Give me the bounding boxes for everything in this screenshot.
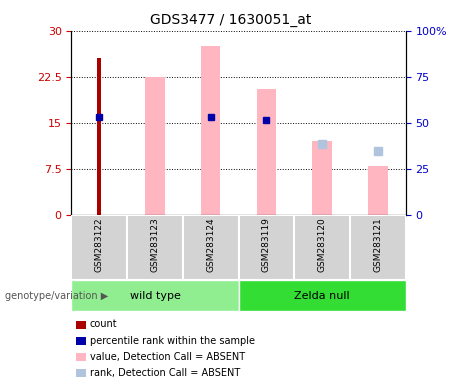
Bar <box>201 46 220 215</box>
Bar <box>183 215 238 280</box>
Text: GSM283121: GSM283121 <box>373 217 382 272</box>
Bar <box>257 89 276 215</box>
Text: percentile rank within the sample: percentile rank within the sample <box>90 336 255 346</box>
Bar <box>350 215 406 280</box>
Bar <box>313 141 332 215</box>
Bar <box>145 77 165 215</box>
Text: GSM283123: GSM283123 <box>150 217 160 272</box>
Bar <box>71 280 239 311</box>
Text: Zelda null: Zelda null <box>294 291 350 301</box>
Text: GSM283119: GSM283119 <box>262 217 271 272</box>
Text: count: count <box>90 319 118 329</box>
Text: GSM283122: GSM283122 <box>95 217 104 272</box>
Text: wild type: wild type <box>130 291 180 301</box>
Text: value, Detection Call = ABSENT: value, Detection Call = ABSENT <box>90 352 245 362</box>
Text: GSM283124: GSM283124 <box>206 217 215 272</box>
Text: GSM283120: GSM283120 <box>318 217 327 272</box>
Bar <box>97 58 101 215</box>
Text: genotype/variation ▶: genotype/variation ▶ <box>5 291 108 301</box>
Bar <box>238 215 294 280</box>
Text: rank, Detection Call = ABSENT: rank, Detection Call = ABSENT <box>90 368 240 378</box>
Text: GDS3477 / 1630051_at: GDS3477 / 1630051_at <box>150 13 311 27</box>
Bar <box>368 166 388 215</box>
Bar <box>238 280 406 311</box>
Bar <box>127 215 183 280</box>
Bar <box>294 215 350 280</box>
Bar <box>71 215 127 280</box>
